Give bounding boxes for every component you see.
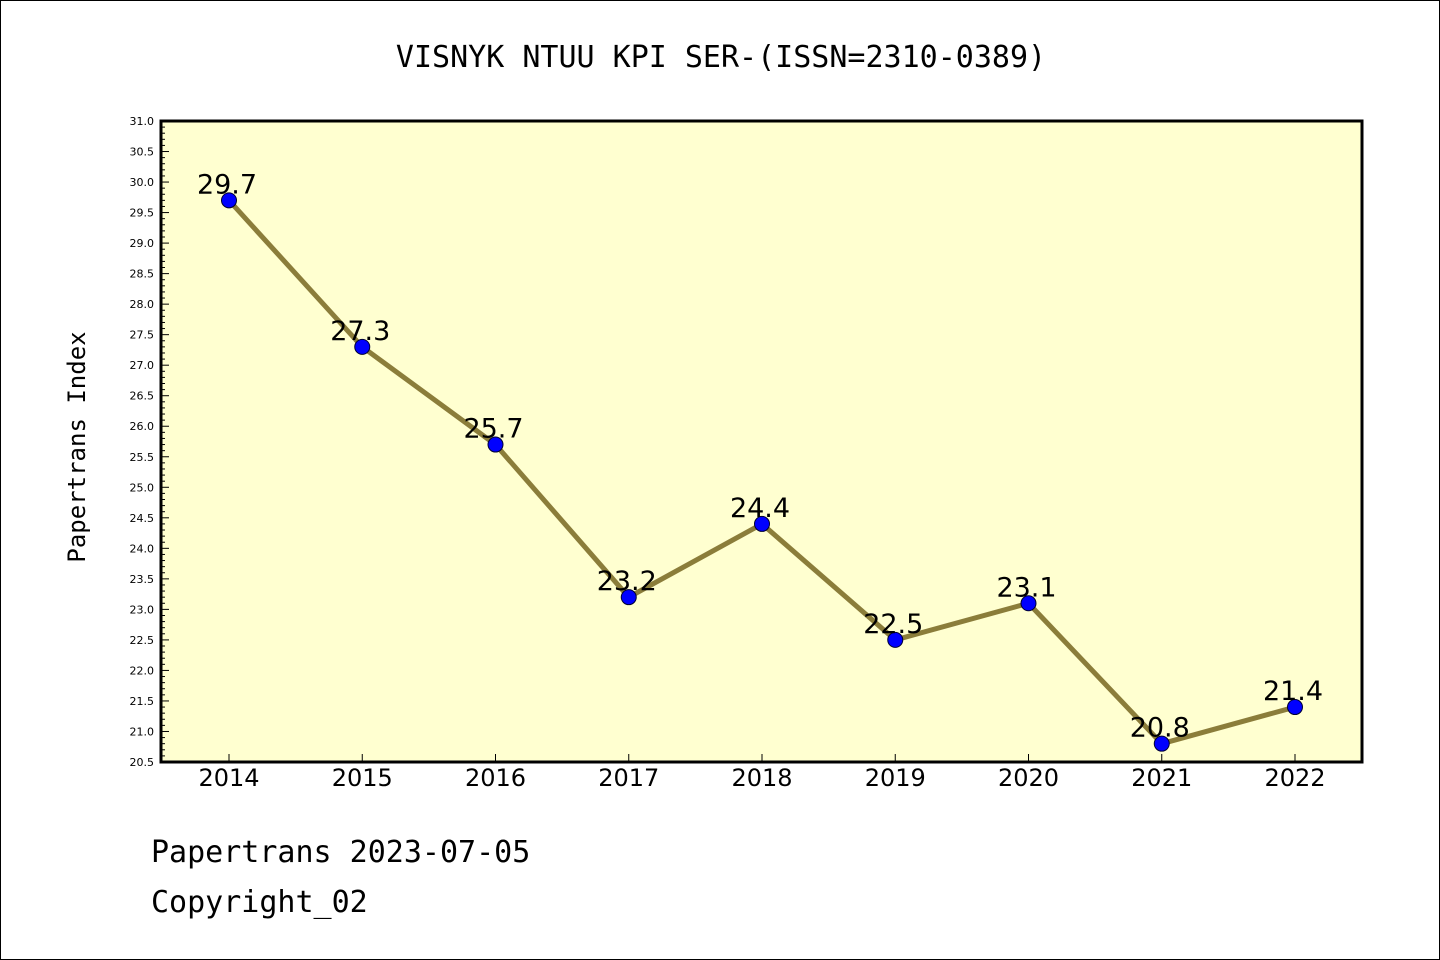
y-tick-label: 22.0 [130, 664, 155, 677]
y-tick-label: 23.5 [130, 573, 155, 586]
y-tick-label: 30.0 [130, 176, 155, 189]
x-tick-label: 2018 [731, 764, 792, 792]
data-point [354, 338, 371, 355]
y-tick-label: 30.5 [130, 146, 155, 159]
chart-title: VISNYK NTUU KPI SER-(ISSN=2310-0389) [396, 40, 1046, 75]
data-label: 20.8 [1130, 713, 1190, 744]
y-tick-label: 28.5 [130, 268, 155, 281]
data-point [1020, 595, 1037, 612]
data-label: 23.1 [996, 572, 1056, 603]
data-point [620, 589, 637, 606]
y-axis: 20.5 21.0 21.5 22.0 22.5 23.0 23.5 24.0 24.5 25.0… [130, 115, 169, 769]
data-point [754, 515, 770, 532]
y-tick-label: 22.5 [130, 634, 155, 647]
y-tick-label: 28.0 [130, 298, 155, 311]
data-label: 29.7 [197, 169, 257, 200]
x-tick-label: 2020 [998, 764, 1059, 792]
y-tick-label: 29.5 [130, 207, 155, 220]
y-tick-label: 20.5 [130, 756, 155, 769]
y-tick-label: 24.5 [130, 512, 155, 525]
y-tick-label: 21.5 [130, 695, 155, 708]
y-tick-label: 24.0 [130, 542, 155, 555]
data-label: 22.5 [863, 609, 923, 640]
data-point [221, 192, 237, 209]
x-tick-label: 2022 [1264, 764, 1325, 792]
footer-copyright: Copyright_02 [151, 885, 368, 920]
x-tick-label: 2017 [598, 764, 659, 792]
footer-date: Papertrans 2023-07-05 [151, 835, 531, 870]
x-tick-label: 2019 [865, 764, 926, 792]
y-tick-label: 23.0 [130, 603, 155, 616]
data-point [1153, 735, 1170, 752]
y-tick-label: 21.0 [130, 725, 155, 738]
y-tick-label: 26.0 [130, 420, 155, 433]
x-tick-label: 2016 [465, 764, 526, 792]
x-axis: 2014 2015 2016 2017 2018 2019 2020 2021 2022 [198, 754, 1326, 792]
y-tick-label: 26.5 [130, 390, 155, 403]
plot-area [159, 119, 1364, 764]
x-tick-label: 2014 [198, 764, 259, 792]
series-layer: 29.7 27.3 25.7 23.2 24.4 22.5 23.1 20.8 21.4 [197, 169, 1323, 752]
y-tick-label: 27.5 [130, 329, 155, 342]
y-tick-label: 31.0 [130, 115, 155, 128]
data-point [487, 436, 504, 453]
data-point [887, 631, 904, 648]
y-tick-label: 27.0 [130, 359, 155, 372]
data-label: 21.4 [1263, 676, 1323, 707]
data-label: 24.4 [730, 493, 790, 524]
x-tick-label: 2015 [332, 764, 393, 792]
data-label: 25.7 [463, 414, 523, 445]
y-axis-label: Papertrans Index [63, 331, 91, 562]
data-label: 27.3 [330, 316, 390, 347]
x-tick-label: 2021 [1131, 764, 1192, 792]
y-tick-label: 29.0 [130, 237, 155, 250]
data-point [1287, 699, 1303, 716]
y-tick-label: 25.5 [130, 451, 155, 464]
y-tick-label: 25.0 [130, 481, 155, 494]
data-label: 23.2 [597, 566, 657, 597]
